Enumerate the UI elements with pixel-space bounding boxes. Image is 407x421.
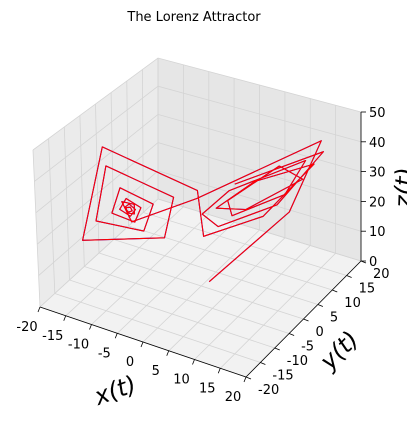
x-tick-label: 15 — [199, 381, 216, 396]
x-tick-label: -20 — [16, 320, 37, 335]
x-tick-label: 10 — [173, 373, 190, 388]
series-line-2 — [82, 140, 324, 283]
y-tick — [332, 289, 338, 293]
x-tick-label: -15 — [42, 329, 63, 344]
x-tick-label: -5 — [98, 346, 111, 361]
z-gridline — [36, 142, 362, 245]
y-tick — [288, 333, 295, 336]
floor-pane — [40, 199, 361, 377]
z-gridline — [32, 57, 362, 151]
x-tick — [243, 376, 247, 383]
z-axis-label: z(t) — [389, 167, 407, 210]
z-tick-label: 40 — [369, 136, 386, 151]
z-tick-label: 20 — [369, 195, 386, 210]
y-tick-label: 0 — [316, 325, 324, 340]
y-tick-label: 10 — [344, 296, 361, 311]
z-gridline — [38, 170, 362, 276]
y-tick-label: -5 — [301, 340, 314, 355]
x-tick — [37, 306, 41, 313]
x-tick-label: 20 — [225, 390, 242, 405]
tick-marks — [37, 111, 367, 383]
x-tick-label: 5 — [152, 364, 160, 379]
z-tick-label: 50 — [369, 106, 386, 121]
y-tick-label: -10 — [287, 354, 308, 369]
z-tick-label: 10 — [369, 225, 386, 240]
x-tick — [166, 350, 170, 356]
x-tick — [192, 359, 195, 365]
data-series — [82, 140, 324, 283]
z-tick-label: 30 — [369, 166, 386, 181]
y-tick — [260, 362, 266, 365]
x-tick — [140, 341, 144, 348]
y-tick — [346, 275, 352, 278]
z-gridline — [39, 198, 362, 308]
x-axis-label: x(t) — [90, 370, 140, 411]
x-tick — [114, 333, 118, 339]
x-tick — [217, 368, 221, 374]
y-tick-label: 20 — [373, 267, 390, 282]
z-gridline — [34, 85, 362, 182]
y-tick — [317, 304, 324, 307]
x-tick — [63, 315, 67, 321]
z-gridline — [35, 113, 362, 214]
left-pane — [33, 58, 158, 307]
y-tick — [245, 376, 252, 380]
y-tick — [303, 318, 309, 322]
x-tick-label: -10 — [68, 338, 89, 353]
y-tick-label: 5 — [330, 311, 338, 326]
z-tick-label: 0 — [369, 255, 377, 270]
chart-title: The Lorenz Attractor — [126, 10, 261, 25]
x-tick — [89, 324, 92, 330]
y-tick-label: -20 — [258, 383, 279, 398]
y-tick-label: -15 — [272, 369, 293, 384]
y-tick-label: 15 — [359, 282, 376, 297]
axis-panes — [33, 58, 361, 377]
y-tick — [274, 347, 280, 351]
x-tick-label: 0 — [126, 355, 134, 370]
